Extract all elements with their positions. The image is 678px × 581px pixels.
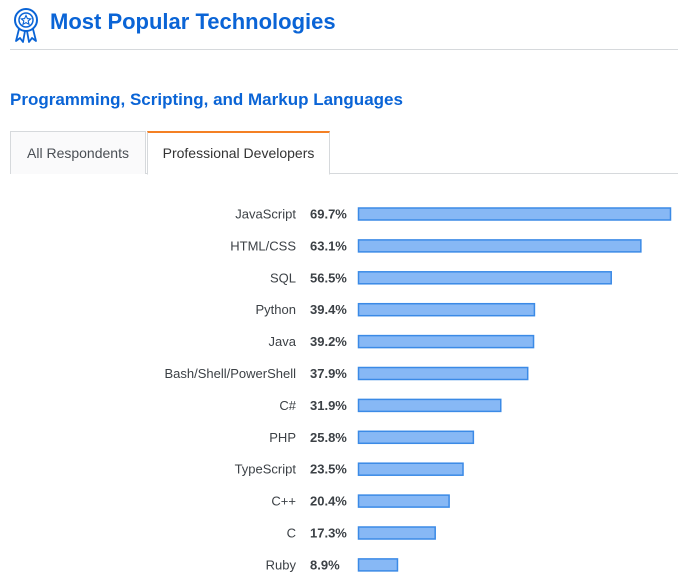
bar-java <box>357 334 535 349</box>
tab-professional-developers[interactable]: Professional Developers <box>147 131 330 175</box>
page-title: Most Popular Technologies <box>50 9 336 34</box>
bar-html-css <box>357 239 642 253</box>
category-label-html-css: HTML/CSS <box>230 238 296 253</box>
category-label-c: C++ <box>271 494 296 509</box>
value-label-python: 39.4% <box>310 302 347 317</box>
bar-javascript <box>357 207 672 221</box>
tab-all-respondents[interactable]: All Respondents <box>10 131 146 174</box>
category-label-php: PHP <box>269 430 296 445</box>
bar-ruby <box>357 558 399 572</box>
award-ribbon-icon <box>14 8 38 43</box>
bar-python <box>357 302 536 317</box>
category-label-c: C# <box>279 398 296 413</box>
bar-c <box>357 494 450 508</box>
bar-typescript <box>357 462 464 476</box>
value-label-c: 17.3% <box>310 526 347 541</box>
bar-bash-shell-powershell <box>357 366 529 381</box>
value-label-c: 20.4% <box>310 494 347 509</box>
category-label-ruby: Ruby <box>266 557 297 572</box>
category-label-java: Java <box>269 334 297 349</box>
value-label-javascript: 69.7% <box>310 207 347 222</box>
value-label-java: 39.2% <box>310 334 347 349</box>
category-label-bash-shell-powershell: Bash/Shell/PowerShell <box>164 366 296 381</box>
value-label-sql: 56.5% <box>310 270 347 285</box>
category-label-c: C <box>287 526 296 541</box>
value-label-typescript: 23.5% <box>310 462 347 477</box>
tab-bar: All Respondents Professional Developers <box>10 131 678 175</box>
value-label-php: 25.8% <box>310 430 347 445</box>
category-label-javascript: JavaScript <box>235 207 296 222</box>
value-label-ruby: 8.9% <box>310 557 340 572</box>
page-header: Most Popular Technologies <box>10 0 678 50</box>
bar-c <box>357 398 502 413</box>
bar-php <box>357 430 475 445</box>
value-label-bash-shell-powershell: 37.9% <box>310 366 347 381</box>
value-label-c: 31.9% <box>310 398 347 413</box>
value-label-html-css: 63.1% <box>310 238 347 253</box>
category-label-python: Python <box>256 302 296 317</box>
category-label-sql: SQL <box>270 270 296 285</box>
bar-chart: JavaScript 69.7% HTML/CSS 63.1% SQL 56.5% Pyth… <box>164 207 672 572</box>
category-label-typescript: TypeScript <box>235 462 297 477</box>
bar-sql <box>357 271 612 285</box>
section-title: Programming, Scripting, and Markup Langu… <box>10 90 403 109</box>
bar-c <box>357 526 436 540</box>
